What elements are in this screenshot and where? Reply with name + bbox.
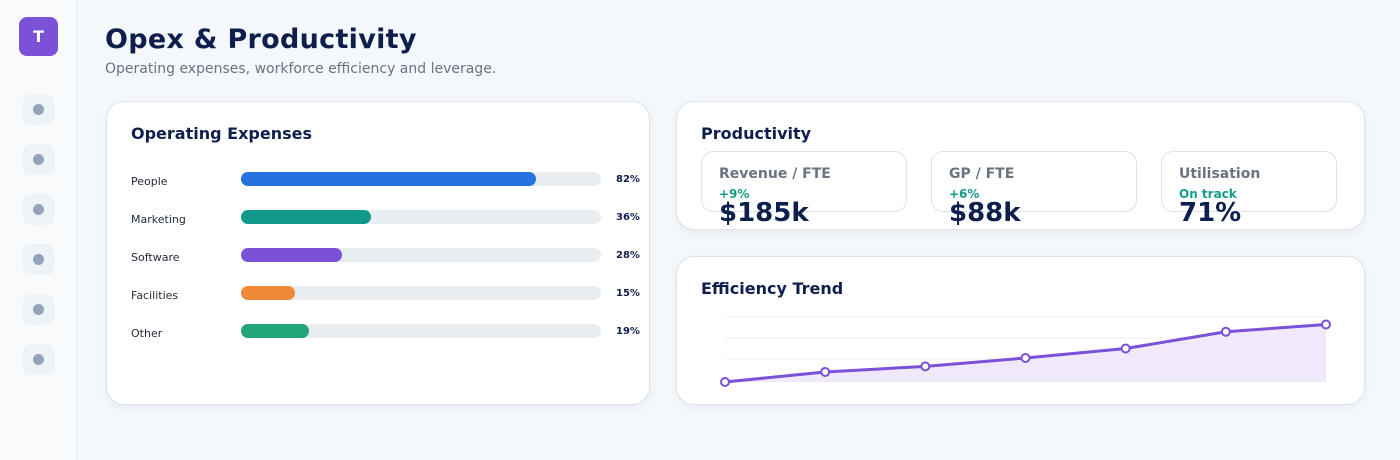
kpi-utilisation[interactable]: Utilisation On track 71% xyxy=(1161,151,1337,228)
kpi-delta: On track xyxy=(1179,187,1237,201)
trend-area-fill xyxy=(725,324,1326,382)
brand-logo[interactable]: T xyxy=(19,17,58,56)
opex-row-people: People 82% xyxy=(107,172,649,192)
trend-point[interactable] xyxy=(1020,352,1031,363)
kpi-delta: +9% xyxy=(719,187,750,201)
efficiency-card-title: Efficiency Trend xyxy=(701,279,844,298)
kpi-label: GP / FTE xyxy=(949,166,1015,182)
opex-label: People xyxy=(131,175,168,188)
opex-card: Operating Expenses People 82% Marketing … xyxy=(106,101,650,405)
efficiency-trend-chart xyxy=(720,316,1331,387)
opex-bar-fill xyxy=(241,324,310,338)
opex-bar-fill xyxy=(241,172,537,186)
productivity-card-title: Productivity xyxy=(701,124,812,143)
opex-bar-track xyxy=(241,324,601,338)
opex-value: 82% xyxy=(616,174,640,185)
opex-bar-track xyxy=(241,286,601,300)
trend-points xyxy=(720,319,1331,387)
productivity-card: Productivity Revenue / FTE +9% $185k GP … xyxy=(676,101,1365,230)
kpi-label: Utilisation xyxy=(1179,166,1261,182)
opex-bar-fill xyxy=(241,210,371,224)
trend-point[interactable] xyxy=(820,366,831,377)
opex-bar-fill xyxy=(241,286,295,300)
kpi-gp-per-fte[interactable]: GP / FTE +6% $88k xyxy=(931,151,1137,228)
opex-label: Software xyxy=(131,251,180,264)
sidebar-item-2[interactable] xyxy=(23,144,54,175)
nav-dot-icon xyxy=(33,204,44,215)
page-subtitle: Operating expenses, workforce efficiency… xyxy=(105,61,497,77)
trend-point[interactable] xyxy=(1321,319,1331,330)
trend-point[interactable] xyxy=(1120,343,1131,354)
opex-row-software: Software 28% xyxy=(107,248,649,268)
kpi-value: $185k xyxy=(719,198,809,228)
nav-dot-icon xyxy=(33,104,44,115)
opex-bar-track xyxy=(241,248,601,262)
kpi-revenue-per-fte[interactable]: Revenue / FTE +9% $185k xyxy=(701,151,907,228)
kpi-value: $88k xyxy=(949,198,1021,228)
kpi-delta: +6% xyxy=(949,187,980,201)
sidebar-item-6[interactable] xyxy=(23,344,54,375)
opex-row-other: Other 19% xyxy=(107,324,649,344)
opex-bar-track xyxy=(241,210,601,224)
opex-bar-track xyxy=(241,172,601,186)
trend-point[interactable] xyxy=(1220,326,1231,337)
kpi-value: 71% xyxy=(1179,198,1242,228)
opex-card-title: Operating Expenses xyxy=(131,124,312,143)
nav-dot-icon xyxy=(33,254,44,265)
page-title: Opex & Productivity xyxy=(105,24,417,55)
sidebar-item-4[interactable] xyxy=(23,244,54,275)
trend-point[interactable] xyxy=(720,377,730,387)
nav-dot-icon xyxy=(33,354,44,365)
opex-row-marketing: Marketing 36% xyxy=(107,210,649,230)
opex-value: 19% xyxy=(616,326,640,337)
opex-label: Facilities xyxy=(131,289,179,302)
opex-label: Other xyxy=(131,327,163,340)
opex-value: 15% xyxy=(616,288,640,299)
opex-value: 28% xyxy=(616,250,640,261)
opex-row-facilities: Facilities 15% xyxy=(107,286,649,306)
sidebar-item-5[interactable] xyxy=(23,294,54,325)
sidebar-item-1[interactable] xyxy=(23,94,54,125)
trend-point[interactable] xyxy=(920,361,931,372)
sidebar-item-3[interactable] xyxy=(23,194,54,225)
opex-label: Marketing xyxy=(131,213,186,226)
efficiency-card: Efficiency Trend xyxy=(676,256,1365,405)
sidebar: T xyxy=(0,0,77,460)
nav-dot-icon xyxy=(33,154,44,165)
kpi-label: Revenue / FTE xyxy=(719,166,831,182)
opex-value: 36% xyxy=(616,212,640,223)
nav-dot-icon xyxy=(33,304,44,315)
opex-bar-fill xyxy=(241,248,342,262)
